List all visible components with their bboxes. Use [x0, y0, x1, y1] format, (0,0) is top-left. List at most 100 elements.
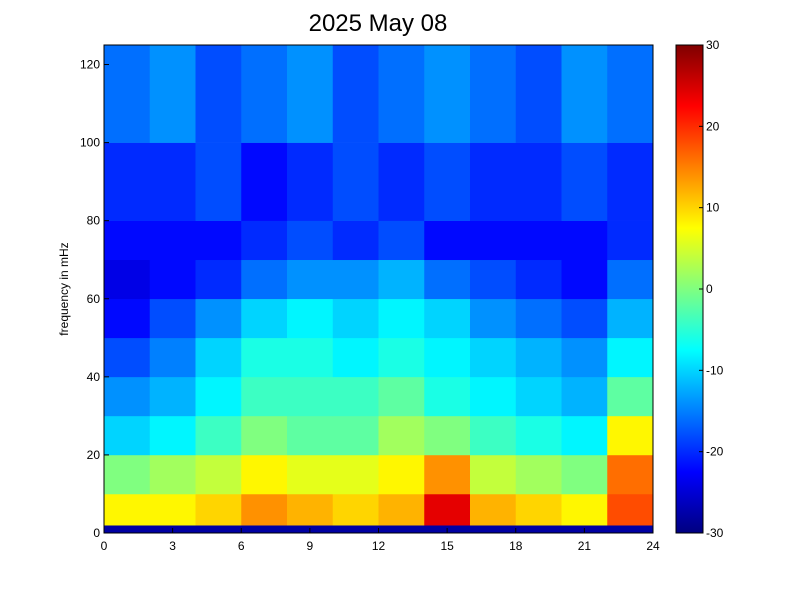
- y-tick-label: 100: [80, 136, 100, 150]
- heat-cell: [332, 142, 379, 221]
- heat-cell: [287, 259, 334, 300]
- heat-cell: [561, 415, 608, 456]
- heat-cell: [424, 259, 471, 300]
- heat-cell: [515, 298, 562, 339]
- heat-cell: [470, 298, 517, 339]
- heat-cell: [104, 220, 151, 261]
- heatmap: [104, 45, 654, 534]
- heat-cell: [332, 220, 379, 261]
- heat-cell: [515, 454, 562, 495]
- x-tick-label: 24: [646, 539, 660, 553]
- heat-cell: [561, 493, 608, 526]
- heat-cell: [424, 298, 471, 339]
- heat-cell: [104, 493, 151, 526]
- heat-cell: [149, 376, 196, 417]
- heat-cell: [287, 337, 334, 378]
- heat-cell: [104, 45, 151, 143]
- heat-cell: [104, 337, 151, 378]
- heat-cell: [607, 45, 654, 143]
- heat-cell: [287, 376, 334, 417]
- heat-cell: [424, 454, 471, 495]
- heat-cell: [424, 337, 471, 378]
- heat-cell: [378, 220, 425, 261]
- heat-cell: [470, 45, 517, 143]
- heat-cell: [104, 298, 151, 339]
- heat-cell: [561, 376, 608, 417]
- y-tick-label: 40: [87, 370, 101, 384]
- heat-cell: [424, 142, 471, 221]
- heat-cell: [561, 454, 608, 495]
- heat-cell: [149, 142, 196, 221]
- heat-cell: [607, 493, 654, 526]
- heat-cell: [241, 415, 288, 456]
- heat-cell: [561, 337, 608, 378]
- heat-cell: [241, 298, 288, 339]
- heat-cell: [104, 376, 151, 417]
- x-tick-label: 0: [101, 539, 108, 553]
- colorbar-tick-label: 10: [706, 201, 720, 215]
- heat-cell: [424, 415, 471, 456]
- heat-cell: [104, 142, 151, 221]
- heat-cell: [149, 220, 196, 261]
- y-tick-label: 80: [87, 214, 101, 228]
- heat-cell: [149, 259, 196, 300]
- heat-cell: [561, 220, 608, 261]
- heat-cell: [378, 259, 425, 300]
- y-tick-label: 0: [93, 526, 100, 540]
- heat-cell: [195, 259, 242, 300]
- heat-cell: [149, 298, 196, 339]
- heat-cell: [149, 45, 196, 143]
- heat-cell: [241, 259, 288, 300]
- heat-cell: [287, 45, 334, 143]
- heat-cell: [104, 525, 151, 534]
- heat-cell: [195, 45, 242, 143]
- heat-cell: [470, 525, 517, 534]
- heat-cell: [287, 220, 334, 261]
- heat-cell: [424, 45, 471, 143]
- heat-cell: [470, 220, 517, 261]
- heat-cell: [378, 415, 425, 456]
- heat-cell: [515, 525, 562, 534]
- heat-cell: [378, 525, 425, 534]
- heat-cell: [470, 415, 517, 456]
- heat-cell: [378, 45, 425, 143]
- heat-cell: [149, 454, 196, 495]
- heat-cell: [561, 298, 608, 339]
- x-tick-label: 18: [509, 539, 523, 553]
- y-tick-label: 20: [87, 448, 101, 462]
- heat-cell: [332, 259, 379, 300]
- heat-cell: [607, 298, 654, 339]
- colorbar-tick-label: -30: [706, 526, 724, 540]
- x-tick-label: 6: [238, 539, 245, 553]
- heat-cell: [378, 337, 425, 378]
- heat-cell: [195, 415, 242, 456]
- heat-cell: [607, 259, 654, 300]
- y-tick-label: 60: [87, 292, 101, 306]
- heat-cell: [424, 376, 471, 417]
- heat-cell: [241, 337, 288, 378]
- heat-cell: [561, 45, 608, 143]
- heat-cell: [332, 454, 379, 495]
- heat-cell: [287, 298, 334, 339]
- heat-cell: [424, 220, 471, 261]
- heat-cell: [424, 493, 471, 526]
- heat-cell: [607, 454, 654, 495]
- heat-cell: [607, 142, 654, 221]
- colorbar-tick-label: 0: [706, 282, 713, 296]
- heat-cell: [378, 493, 425, 526]
- heat-cell: [332, 525, 379, 534]
- colorbar-tick-label: -10: [706, 363, 724, 377]
- heat-cell: [149, 415, 196, 456]
- heat-cell: [195, 142, 242, 221]
- colorbar: [676, 45, 703, 533]
- heat-cell: [195, 525, 242, 534]
- heat-cell: [104, 259, 151, 300]
- colorbar-tick-label: 30: [706, 38, 720, 52]
- heat-cell: [378, 142, 425, 221]
- heat-cell: [515, 376, 562, 417]
- y-tick-label: 120: [80, 58, 100, 72]
- heat-cell: [607, 376, 654, 417]
- heat-cell: [470, 142, 517, 221]
- x-tick-label: 9: [307, 539, 314, 553]
